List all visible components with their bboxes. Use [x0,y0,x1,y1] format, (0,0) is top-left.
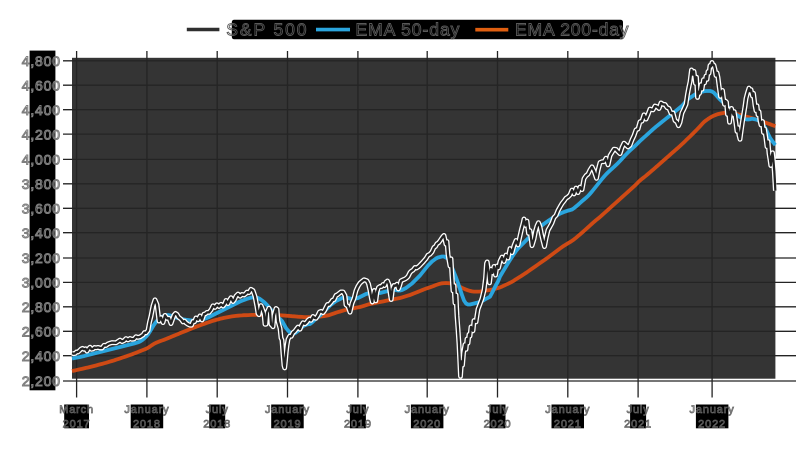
svg-text:2018: 2018 [133,419,161,431]
svg-text:S&P 500: S&P 500 [226,19,308,39]
svg-text:July: July [346,404,369,416]
svg-text:2022: 2022 [698,419,726,431]
svg-text:4,600: 4,600 [22,77,61,93]
svg-text:2021: 2021 [624,419,652,431]
svg-text:EMA 200-day: EMA 200-day [515,19,629,39]
svg-text:2,200: 2,200 [22,373,61,389]
svg-text:2021: 2021 [554,419,582,431]
svg-text:2,400: 2,400 [22,348,61,364]
svg-text:2017: 2017 [63,419,91,431]
svg-text:January: January [405,404,450,416]
svg-text:3,800: 3,800 [22,176,61,192]
svg-text:January: January [690,404,735,416]
svg-text:2,600: 2,600 [22,324,61,340]
svg-text:EMA 50-day: EMA 50-day [356,19,461,39]
svg-text:3,400: 3,400 [22,225,61,241]
svg-text:July: July [486,404,509,416]
svg-text:January: January [124,404,169,416]
svg-text:3,200: 3,200 [22,250,61,266]
svg-text:3,000: 3,000 [22,275,61,291]
svg-text:4,200: 4,200 [22,126,61,142]
svg-text:January: January [265,404,310,416]
svg-text:July: July [627,404,650,416]
svg-text:4,400: 4,400 [22,102,61,118]
svg-text:3,600: 3,600 [22,201,61,217]
svg-text:2020: 2020 [413,419,441,431]
svg-text:January: January [545,404,590,416]
svg-text:2020: 2020 [484,419,512,431]
svg-text:July: July [206,404,229,416]
svg-text:2019: 2019 [344,419,372,431]
svg-text:4,000: 4,000 [22,152,61,168]
svg-text:2019: 2019 [274,419,302,431]
svg-text:March: March [59,404,94,416]
svg-text:2018: 2018 [203,419,231,431]
svg-text:2,800: 2,800 [22,299,61,315]
svg-text:4,800: 4,800 [22,53,61,69]
